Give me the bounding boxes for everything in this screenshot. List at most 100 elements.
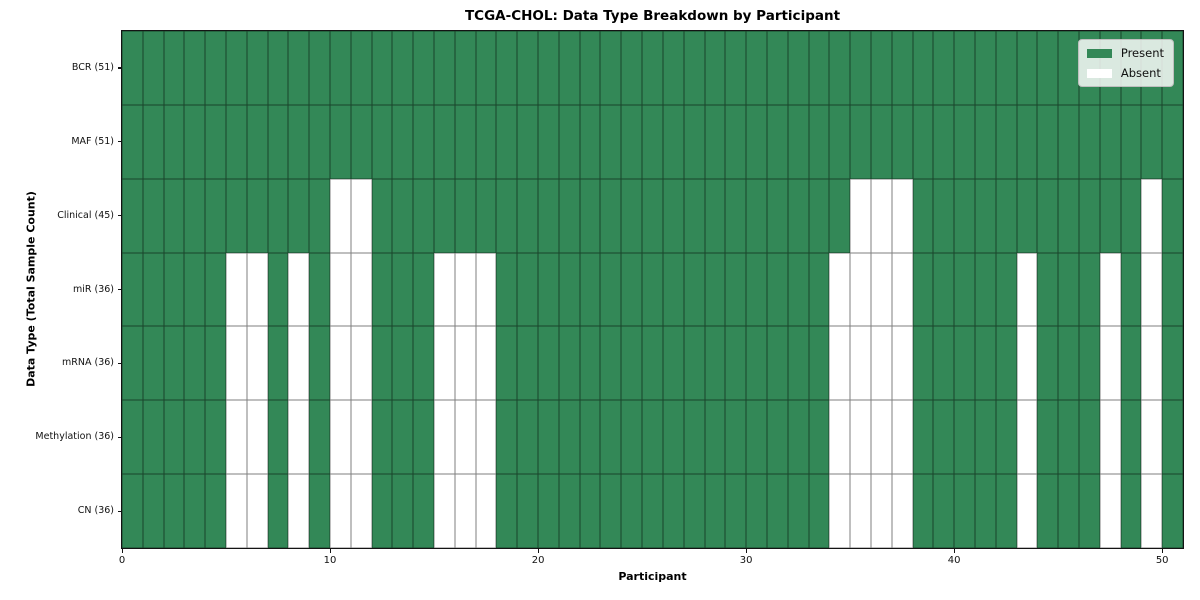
cell-CN-28 bbox=[704, 474, 726, 548]
cell-miR-5 bbox=[226, 252, 247, 327]
cell-BCR-7 bbox=[267, 31, 289, 105]
cell-mRNA-10 bbox=[330, 326, 351, 401]
cell-Clinical-13 bbox=[392, 178, 414, 253]
cell-CN-37 bbox=[891, 474, 913, 548]
cell-MAF-37 bbox=[891, 104, 913, 179]
x-tick-mark-10 bbox=[329, 549, 331, 553]
cell-miR-45 bbox=[1058, 252, 1079, 327]
cell-miR-15 bbox=[434, 252, 455, 327]
cell-mRNA-44 bbox=[1037, 326, 1059, 401]
cell-mRNA-25 bbox=[642, 326, 663, 401]
cell-MAF-5 bbox=[226, 104, 247, 179]
cell-Methylation-11 bbox=[350, 400, 372, 475]
cell-mRNA-36 bbox=[870, 326, 892, 401]
cell-mRNA-7 bbox=[267, 326, 289, 401]
cell-CN-27 bbox=[683, 474, 705, 548]
cell-Methylation-35 bbox=[850, 400, 871, 475]
cell-mRNA-46 bbox=[1078, 326, 1100, 401]
cell-mRNA-29 bbox=[725, 326, 747, 401]
cell-mRNA-26 bbox=[662, 326, 684, 401]
cell-miR-12 bbox=[371, 252, 393, 327]
cell-miR-33 bbox=[808, 252, 830, 327]
cell-MAF-8 bbox=[288, 104, 310, 179]
cell-BCR-33 bbox=[808, 31, 830, 105]
cell-Clinical-45 bbox=[1058, 178, 1079, 253]
cell-BCR-40 bbox=[954, 31, 975, 105]
cell-miR-37 bbox=[891, 252, 913, 327]
cell-Clinical-34 bbox=[829, 178, 851, 253]
cell-Clinical-50 bbox=[1162, 178, 1183, 253]
cell-BCR-19 bbox=[517, 31, 539, 105]
cell-Clinical-29 bbox=[725, 178, 747, 253]
cell-Methylation-14 bbox=[413, 400, 435, 475]
cell-BCR-28 bbox=[704, 31, 726, 105]
cell-Clinical-17 bbox=[475, 178, 497, 253]
cell-MAF-33 bbox=[808, 104, 830, 179]
cell-Methylation-38 bbox=[912, 400, 934, 475]
cell-Methylation-32 bbox=[787, 400, 809, 475]
cell-mRNA-12 bbox=[371, 326, 393, 401]
y-tick-label-CN: CN (36) bbox=[77, 505, 114, 517]
cell-BCR-11 bbox=[350, 31, 372, 105]
cell-CN-46 bbox=[1078, 474, 1100, 548]
cell-BCR-18 bbox=[496, 31, 518, 105]
cell-Clinical-21 bbox=[558, 178, 580, 253]
cell-CN-33 bbox=[808, 474, 830, 548]
cell-Methylation-30 bbox=[746, 400, 767, 475]
cell-Methylation-1 bbox=[142, 400, 164, 475]
cell-MAF-35 bbox=[850, 104, 871, 179]
cell-MAF-2 bbox=[163, 104, 185, 179]
cell-miR-13 bbox=[392, 252, 414, 327]
cell-MAF-0 bbox=[122, 104, 143, 179]
cell-miR-49 bbox=[1141, 252, 1163, 327]
cell-BCR-24 bbox=[621, 31, 643, 105]
cell-CN-48 bbox=[1120, 474, 1142, 548]
cell-Methylation-27 bbox=[683, 400, 705, 475]
cell-MAF-34 bbox=[829, 104, 851, 179]
legend-label-present: Present bbox=[1120, 46, 1164, 60]
cell-mRNA-50 bbox=[1162, 326, 1183, 401]
cell-mRNA-16 bbox=[454, 326, 476, 401]
cell-MAF-16 bbox=[454, 104, 476, 179]
cell-MAF-21 bbox=[558, 104, 580, 179]
cell-CN-1 bbox=[142, 474, 164, 548]
y-tick-label-mRNA: mRNA (36) bbox=[62, 357, 114, 369]
cell-MAF-31 bbox=[766, 104, 788, 179]
x-tick-label-0: 0 bbox=[118, 555, 126, 566]
cell-CN-21 bbox=[558, 474, 580, 548]
cell-mRNA-43 bbox=[1016, 326, 1038, 401]
cell-BCR-41 bbox=[974, 31, 996, 105]
y-tick-label-Clinical: Clinical (45) bbox=[57, 209, 114, 221]
cell-miR-36 bbox=[870, 252, 892, 327]
cell-Methylation-17 bbox=[475, 400, 497, 475]
cell-miR-2 bbox=[163, 252, 185, 327]
cell-miR-19 bbox=[517, 252, 539, 327]
cell-mRNA-4 bbox=[205, 326, 227, 401]
cell-Clinical-25 bbox=[642, 178, 663, 253]
cell-CN-47 bbox=[1099, 474, 1121, 548]
cell-CN-11 bbox=[350, 474, 372, 548]
cell-MAF-47 bbox=[1099, 104, 1121, 179]
cell-CN-43 bbox=[1016, 474, 1038, 548]
cell-BCR-21 bbox=[558, 31, 580, 105]
cell-MAF-32 bbox=[787, 104, 809, 179]
cell-BCR-35 bbox=[850, 31, 871, 105]
cell-BCR-30 bbox=[746, 31, 767, 105]
y-tick-label-MAF: MAF (51) bbox=[71, 135, 114, 147]
cell-MAF-41 bbox=[974, 104, 996, 179]
cell-Methylation-7 bbox=[267, 400, 289, 475]
cell-CN-31 bbox=[766, 474, 788, 548]
cell-Methylation-26 bbox=[662, 400, 684, 475]
cell-CN-14 bbox=[413, 474, 435, 548]
cell-Clinical-14 bbox=[413, 178, 435, 253]
cell-Clinical-26 bbox=[662, 178, 684, 253]
cell-Clinical-32 bbox=[787, 178, 809, 253]
cell-mRNA-23 bbox=[600, 326, 622, 401]
x-tick-label-40: 40 bbox=[947, 555, 961, 566]
x-tick-mark-20 bbox=[537, 549, 539, 553]
cell-BCR-9 bbox=[309, 31, 331, 105]
cell-miR-26 bbox=[662, 252, 684, 327]
cell-mRNA-39 bbox=[933, 326, 955, 401]
cell-miR-31 bbox=[766, 252, 788, 327]
cell-mRNA-40 bbox=[954, 326, 975, 401]
